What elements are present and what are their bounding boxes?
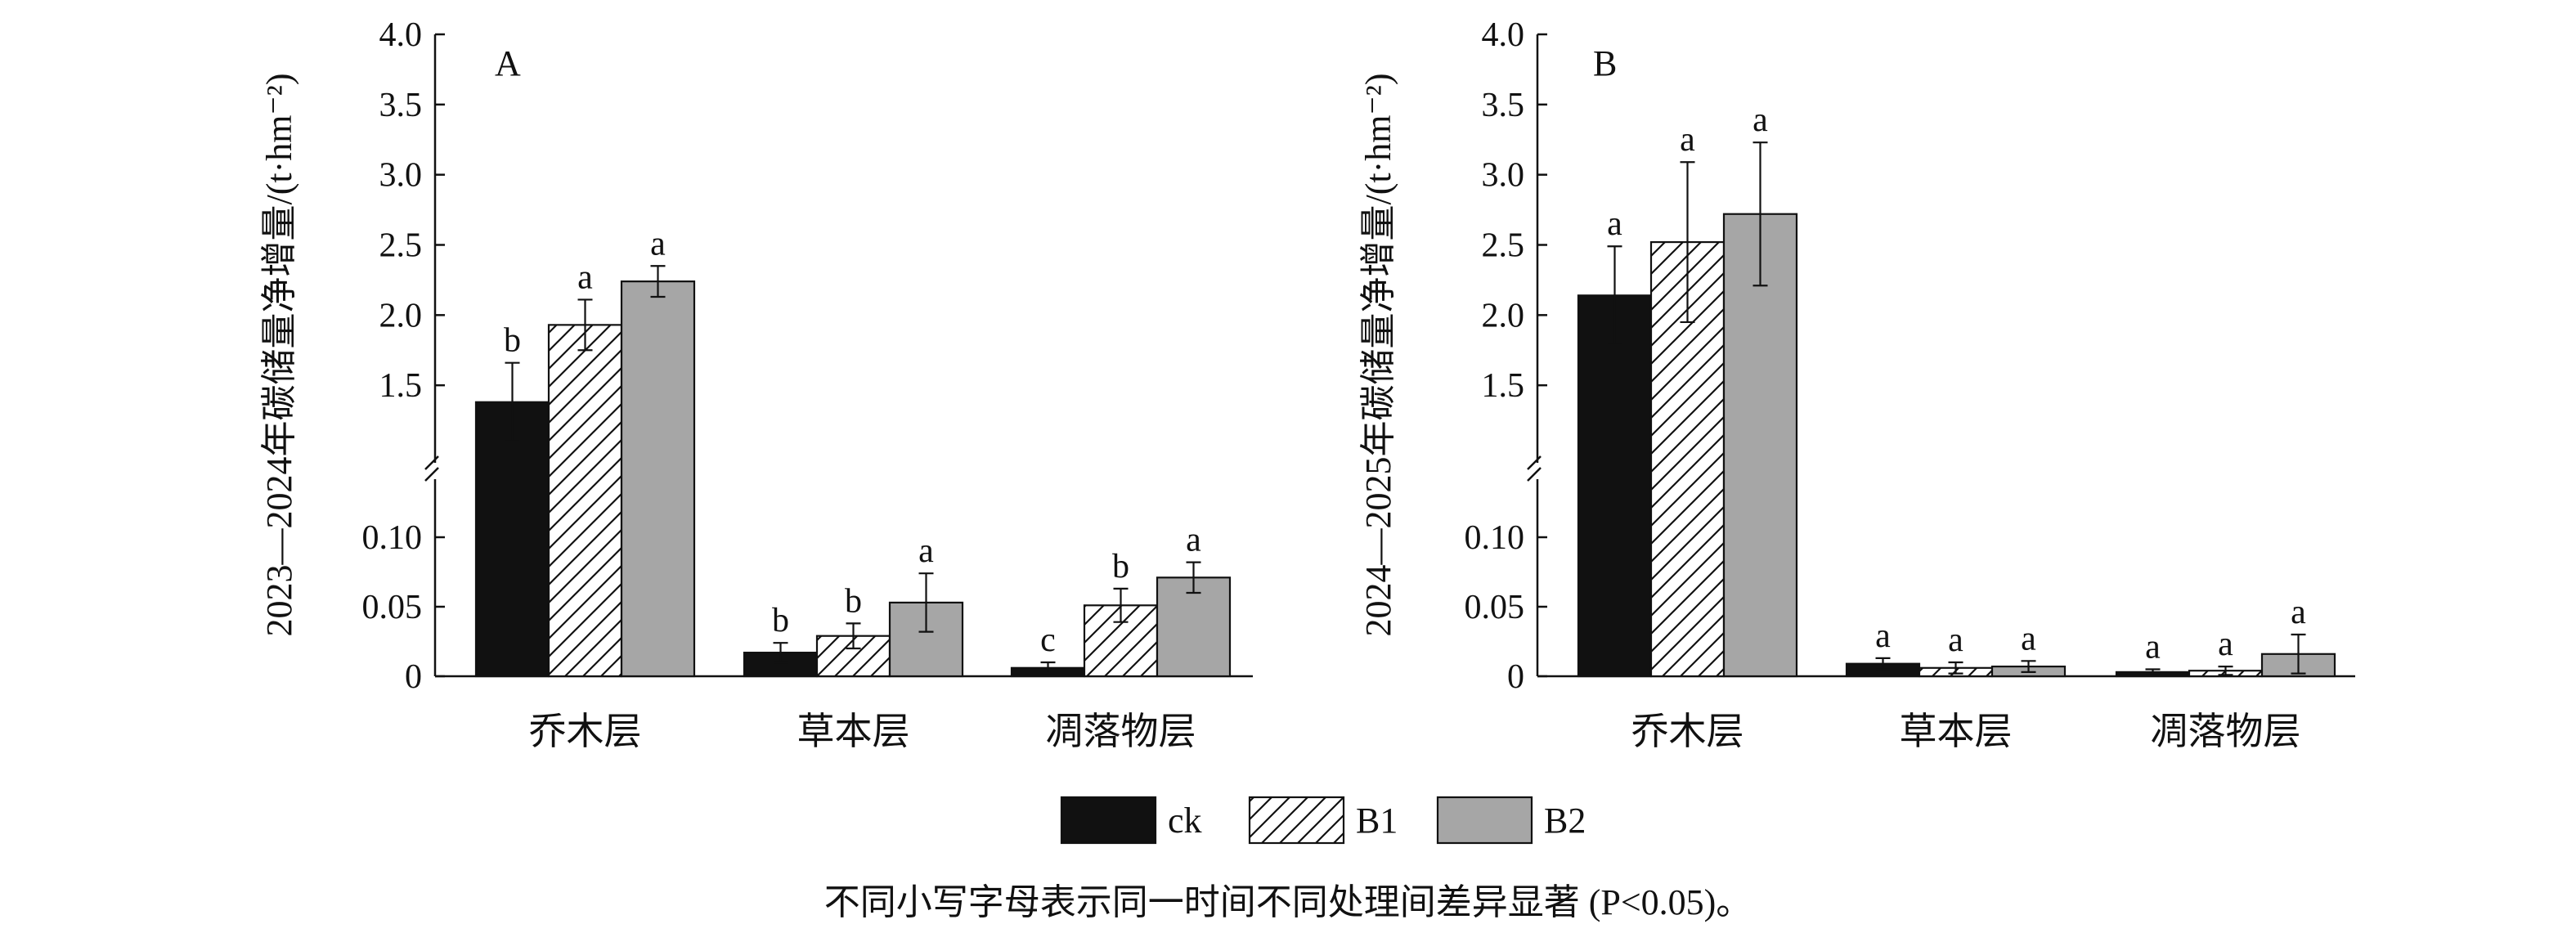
bar-b2 <box>1156 576 1232 678</box>
y-tick-label: 3.0 <box>379 157 423 195</box>
category-label: 乔木层 <box>1631 711 1744 752</box>
significance-letter: a <box>577 258 593 296</box>
significance-letter: a <box>2021 620 2036 657</box>
y-tick-label: 2.5 <box>1482 227 1525 265</box>
legend-swatch-ck <box>1060 796 1157 845</box>
significance-letter: a <box>2291 594 2306 631</box>
category-label: 草本层 <box>797 711 910 752</box>
category-label: 乔木层 <box>529 711 642 752</box>
category-label: 草本层 <box>1900 711 2013 752</box>
legend: ck B1 B2 <box>1060 796 1586 845</box>
significance-letter: b <box>1112 548 1129 585</box>
y-tick-label: 3.5 <box>1482 87 1525 124</box>
y-tick-label: 0.05 <box>362 589 423 626</box>
bar-ck <box>1577 294 1653 678</box>
category-label: 凋落物层 <box>1046 711 1196 752</box>
significance-letter: b <box>772 602 789 639</box>
legend-label: ck <box>1168 801 1202 841</box>
y-tick-label: 0.05 <box>1465 589 1525 626</box>
y-tick-label: 1.5 <box>1482 367 1525 405</box>
significance-letter: b <box>845 582 862 620</box>
y-tick-label: 3.0 <box>1482 157 1525 195</box>
significance-letter: a <box>918 532 934 570</box>
y-axis-label: 2023—2024年碳储量净增量/(t·hm⁻²) <box>259 73 299 636</box>
y-tick-label: 0.10 <box>362 519 423 557</box>
legend-label: B1 <box>1356 801 1398 841</box>
y-tick-label: 0.10 <box>1465 519 1525 557</box>
chart-panel-a: 0 0.05 0.10 1.5 2.0 2.5 3.0 3.5 4.0 2023—2024年碳储量… <box>259 16 1253 752</box>
significance-letter: b <box>504 322 521 360</box>
y-tick-label: 3.5 <box>379 87 423 124</box>
y-tick-label: 4.0 <box>379 16 423 54</box>
bar-b2 <box>1722 213 1798 678</box>
axis-break-mark <box>424 455 439 482</box>
y-tick-label: 2.0 <box>1482 297 1525 334</box>
panel-letter: A <box>495 43 521 83</box>
significance-letter: a <box>1607 205 1622 243</box>
legend-swatch-b1 <box>1248 796 1345 845</box>
legend-swatch-b2 <box>1436 796 1533 845</box>
y-tick-label: 2.0 <box>379 297 423 334</box>
legend-label: B2 <box>1544 801 1586 841</box>
chart-panel-b: 0 0.05 0.10 1.5 2.0 2.5 3.0 3.5 4.0 2024—2025年碳储量… <box>1358 16 2355 752</box>
y-tick-label: 2.5 <box>379 227 423 265</box>
significance-letter: a <box>1186 522 1201 559</box>
category-label: 凋落物层 <box>2151 711 2301 752</box>
y-tick-label: 1.5 <box>379 367 423 405</box>
axis-break-mark <box>1527 455 1542 482</box>
significance-letter: a <box>2145 629 2161 666</box>
y-tick-label: 4.0 <box>1482 16 1525 54</box>
significance-letter: a <box>650 225 666 262</box>
significance-letter: a <box>1875 617 1891 655</box>
y-axis-label: 2024—2025年碳储量净增量/(t·hm⁻²) <box>1358 73 1398 636</box>
bar-b1 <box>547 324 623 678</box>
significance-letter: c <box>1040 621 1056 659</box>
panel-letter: B <box>1593 43 1617 83</box>
bar-b2 <box>620 280 696 678</box>
significance-letter: a <box>1948 621 1963 659</box>
significance-letter: a <box>1680 121 1695 159</box>
bar-ck <box>474 401 550 678</box>
y-tick-label: 0 <box>405 658 422 696</box>
footnote: 不同小写字母表示同一时间不同处理间差异显著 (P<0.05)。 <box>824 882 1752 922</box>
y-tick-label: 0 <box>1507 658 1524 696</box>
significance-letter: a <box>2218 626 2233 663</box>
significance-letter: a <box>1752 101 1768 139</box>
